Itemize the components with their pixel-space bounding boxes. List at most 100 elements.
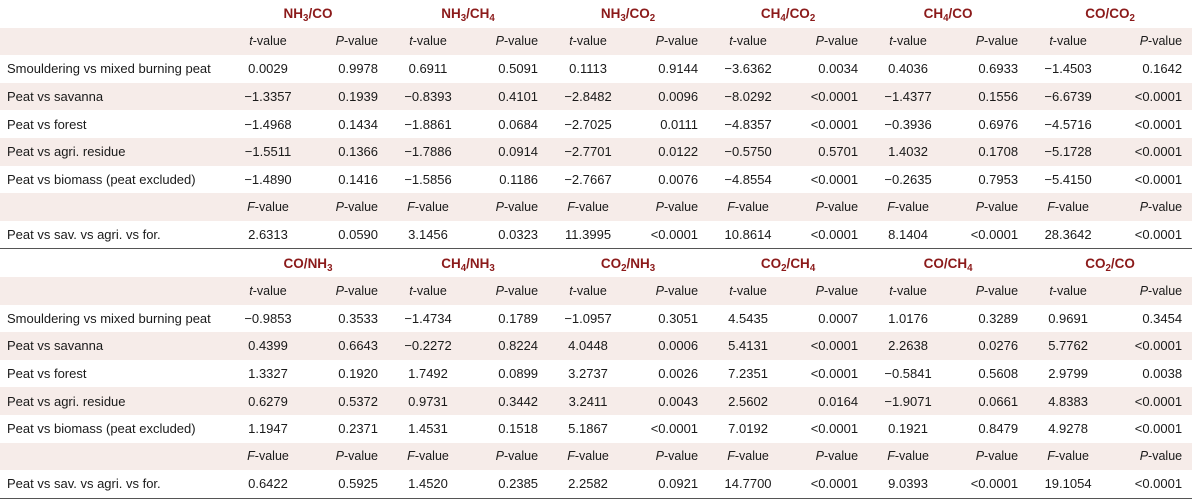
ratio-numerator: CH <box>923 6 944 22</box>
row-label: Smouldering vs mixed burning peat <box>7 61 211 77</box>
t-value-subheader-row: t-value P-value t-value P-value t-value P-val… <box>0 27 1192 56</box>
ratio-numerator: CO <box>600 255 622 271</box>
f-value-cell: 2.2582 <box>548 470 629 499</box>
stat-suffix: -value <box>574 199 609 214</box>
t-value-cell: −0.5841 <box>884 366 932 382</box>
stat-letter: P <box>335 199 344 214</box>
p-value-cell: 0.0899 <box>498 366 539 382</box>
row-label: Smouldering vs mixed burning peat <box>7 310 211 326</box>
p-value-cell: 0.5925 <box>308 470 389 499</box>
stat-letter: t <box>569 34 573 49</box>
f-value-cell: 8.1404 <box>868 220 949 250</box>
empty-cell <box>0 27 228 56</box>
t-value-cell: 1.1947 <box>248 421 288 437</box>
table-row: Smouldering vs mixed burning peat 0.0029 0… <box>0 55 1192 83</box>
ratio-numerator: NH <box>441 6 461 22</box>
t-value-cell: 0.4399 <box>228 332 308 360</box>
stat-letter: P <box>975 449 985 464</box>
t-value-header: t-value <box>708 27 789 56</box>
stat-suffix: -value <box>664 283 699 298</box>
row-label: Peat vs biomass (peat excluded) <box>7 171 196 187</box>
ratio-numerator: NH <box>283 6 304 22</box>
p-value-cell: <0.0001 <box>788 470 869 499</box>
t-value-cell: 0.0029 <box>248 61 288 77</box>
stat-suffix: -value <box>252 34 287 49</box>
stat-letter: P <box>495 34 504 49</box>
ratio-header-row: CO/NH3 CH4/NH3 CO2/NH3 CO2/CH4 CO/CH4 CO2/CO <box>0 248 1192 277</box>
stat-suffix: -value <box>824 199 859 214</box>
ratio-header: CO2/CO <box>1028 248 1192 277</box>
p-value-header: P-value <box>628 276 709 305</box>
t-value-header: t-value <box>868 27 949 56</box>
p-value-cell: 0.1434 <box>338 116 379 132</box>
p-value-header: P-value <box>788 193 869 221</box>
t-value-cell: −5.1728 <box>1028 137 1109 166</box>
ratio-denominator-subscript: 2 <box>1129 13 1135 25</box>
stat-suffix: -value <box>984 199 1019 214</box>
t-value-cell: −5.4150 <box>1044 171 1092 187</box>
t-value-cell: −1.7886 <box>388 137 469 166</box>
p-value-cell: 0.5372 <box>308 387 389 415</box>
t-value-cell: −1.3357 <box>228 82 308 111</box>
stat-letter: t <box>249 283 253 298</box>
t-value-header: t-value <box>1028 276 1109 305</box>
stat-letter: F <box>727 449 735 464</box>
p-value-cell: 0.8224 <box>468 332 549 360</box>
t-value-cell: −2.8482 <box>548 82 629 111</box>
ratio-header: CO2/CH4 <box>708 248 869 277</box>
stat-letter: F <box>567 199 575 214</box>
p-value-cell: 0.0323 <box>468 220 549 250</box>
t-value-cell: −1.8861 <box>404 116 452 132</box>
p-value-cell: <0.0001 <box>1108 387 1192 415</box>
stat-suffix: -value <box>503 449 539 464</box>
stat-suffix: -value <box>343 199 379 214</box>
stat-letter: P <box>975 199 985 214</box>
stat-suffix: -value <box>252 283 287 298</box>
p-value-cell: 0.0096 <box>628 82 709 111</box>
p-value-cell: 0.3051 <box>658 310 699 326</box>
row-label: Peat vs forest <box>7 366 87 382</box>
f-value-header: F-value <box>388 442 469 471</box>
t-value-cell: −0.5750 <box>708 137 789 166</box>
p-value-cell: 0.0007 <box>818 310 859 326</box>
ratio-denominator: NH <box>630 255 650 271</box>
ratio-numerator-subscript: 3 <box>303 13 309 25</box>
stat-suffix: -value <box>1054 449 1089 464</box>
p-value-header: P-value <box>1108 27 1192 56</box>
stat-suffix: -value <box>1052 283 1087 298</box>
f-value-cell: 0.6422 <box>228 470 308 499</box>
empty-cell <box>0 248 228 277</box>
stat-letter: P <box>1139 449 1149 464</box>
t-value-header: t-value <box>1028 27 1109 56</box>
f-value-cell: 28.3642 <box>1028 220 1109 250</box>
stat-suffix: -value <box>664 449 699 464</box>
f-value-header: F-value <box>548 193 629 221</box>
p-value-cell: 0.0921 <box>628 470 709 499</box>
stat-letter: P <box>815 34 825 49</box>
t-value-cell: 1.4032 <box>868 137 949 166</box>
t-value-cell: 0.9731 <box>388 387 469 415</box>
stat-letter: F <box>407 199 415 214</box>
t-value-cell: −3.6362 <box>724 61 772 77</box>
p-value-cell: 0.1642 <box>1142 61 1183 77</box>
p-value-cell: 0.6976 <box>978 116 1019 132</box>
table-row: Peat vs biomass (peat excluded) 1.1947 0.2… <box>0 415 1192 443</box>
p-value-cell: 0.0111 <box>660 116 699 132</box>
p-value-cell: <0.0001 <box>810 421 859 437</box>
p-value-cell: 0.8479 <box>978 421 1019 437</box>
ratio-header: CH4/CO <box>923 6 973 25</box>
stat-suffix: -value <box>732 34 767 49</box>
ratio-numerator: CH <box>441 255 461 271</box>
p-value-header: P-value <box>468 276 549 305</box>
p-value-cell: <0.0001 <box>628 220 709 250</box>
stat-letter: F <box>407 449 415 464</box>
t-value-cell: 0.4036 <box>888 61 928 77</box>
p-value-cell: 0.1366 <box>308 137 389 166</box>
ratio-denominator: CO <box>952 6 973 22</box>
t-value-cell: −4.8554 <box>724 171 772 187</box>
stat-letter: t <box>569 283 573 298</box>
stat-suffix: -value <box>412 34 447 49</box>
stat-letter: P <box>655 449 664 464</box>
stat-letter: t <box>1049 34 1053 49</box>
empty-cell <box>0 276 228 305</box>
